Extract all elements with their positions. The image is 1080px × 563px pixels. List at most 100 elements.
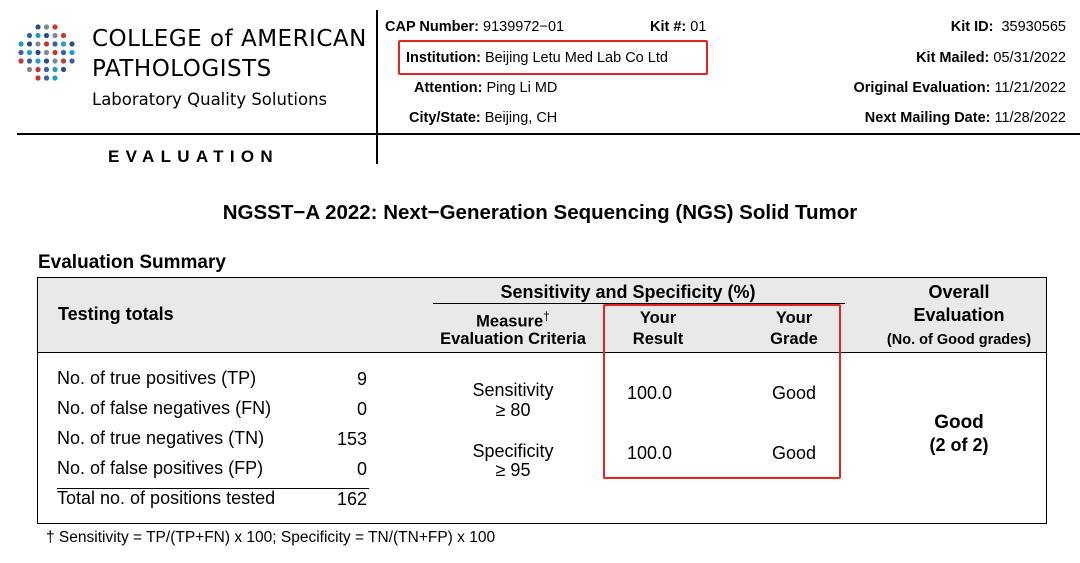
logo-dot xyxy=(26,66,33,73)
measure-name-sensitivity: Sensitivity xyxy=(472,380,554,400)
col-measure: Measure† xyxy=(430,309,596,332)
logo-dot xyxy=(35,75,41,81)
attention-value: Ping Li MD xyxy=(486,80,558,96)
logo-dot xyxy=(35,32,41,39)
logo-dot xyxy=(60,58,67,64)
grade-sensitivity: Good xyxy=(771,383,817,403)
col-testing-totals: Testing totals xyxy=(58,304,174,324)
logo-dot xyxy=(26,41,33,47)
logo-dot xyxy=(35,24,41,30)
total-value-tn: 153 xyxy=(336,429,367,449)
kit-number-value: 01 xyxy=(690,19,707,35)
total-value-fp: 0 xyxy=(356,459,367,479)
logo-dot xyxy=(60,41,67,47)
footnote: † Sensitivity = TP/(TP+FN) x 100; Specif… xyxy=(46,529,496,546)
logo-dot xyxy=(60,32,67,39)
col-measure-l1: Measure xyxy=(476,312,544,331)
logo-dot xyxy=(43,49,50,56)
total-value-tp: 9 xyxy=(356,369,367,389)
total-label-tn: No. of true negatives (TN) xyxy=(57,428,265,448)
col-result-l2: Result xyxy=(632,330,684,348)
col-grade-l2: Grade xyxy=(770,330,818,348)
result-sensitivity: 100.0 xyxy=(627,383,673,403)
grade-specificity: Good xyxy=(771,443,817,463)
table-header-rule xyxy=(38,352,1046,353)
summary-heading: Evaluation Summary xyxy=(38,252,226,273)
logo-tagline: Laboratory Quality Solutions xyxy=(92,90,328,109)
kit-id-row: Kit ID: 35930565 xyxy=(951,19,1066,35)
logo-dot xyxy=(35,66,41,73)
logo-dot xyxy=(26,49,33,56)
logo-dot xyxy=(43,66,50,73)
measure-criteria-sensitivity: ≥ 80 xyxy=(495,400,531,420)
logo-dot xyxy=(60,49,67,56)
col-measure-criteria: Evaluation Criteria xyxy=(440,330,586,348)
next-mailing-value: 11/28/2022 xyxy=(994,110,1067,126)
col-sens-spec: Sensitivity and Specificity (%) xyxy=(500,282,756,302)
logo-dot xyxy=(26,32,33,39)
col-grade-l1: Your xyxy=(775,309,813,327)
logo-dot xyxy=(43,24,50,30)
kit-id-value: 35930565 xyxy=(1001,19,1066,35)
col-result-l1: Your xyxy=(639,309,677,327)
attention-row: Attention: Ping Li MD xyxy=(414,80,557,96)
cap-number-value: 9139972−01 xyxy=(483,19,565,35)
logo-dot xyxy=(35,49,41,56)
total-value-positions: 162 xyxy=(336,489,367,509)
next-mailing-row: Next Mailing Date: 11/28/2022 xyxy=(865,110,1066,126)
logo-line-1: COLLEGE of AMERICAN xyxy=(92,26,367,52)
institution-label: Institution: xyxy=(406,50,481,66)
logo-dot xyxy=(52,32,58,39)
table-header-band xyxy=(38,278,1046,353)
kit-id-label: Kit ID: xyxy=(950,19,994,35)
total-value-fn: 0 xyxy=(356,399,367,419)
kit-number-row: Kit #: 01 xyxy=(650,19,706,35)
col-overall-l3: (No. of Good grades) xyxy=(886,332,1032,348)
attention-label: Attention: xyxy=(414,80,483,96)
logo-dot xyxy=(18,49,24,56)
cap-logo-dots-icon xyxy=(18,24,75,81)
totals-underline xyxy=(57,488,369,489)
logo-dot xyxy=(52,49,58,56)
total-label-fp: No. of false positives (FP) xyxy=(57,458,264,478)
total-label-tp: No. of true positives (TP) xyxy=(57,368,257,388)
institution-row: Institution: Beijing Letu Med Lab Co Ltd xyxy=(406,50,668,66)
total-label-positions: Total no. of positions tested xyxy=(57,488,276,508)
col-measure-dagger: † xyxy=(543,309,550,323)
summary-table xyxy=(37,277,1047,524)
cap-number-label: CAP Number: xyxy=(385,19,479,35)
logo-dot xyxy=(69,41,75,47)
logo-dot xyxy=(26,58,33,64)
measure-name-specificity: Specificity xyxy=(472,441,554,461)
logo-dot xyxy=(69,58,75,64)
logo-dot xyxy=(18,58,24,64)
col-overall-l1: Overall xyxy=(928,282,990,302)
section-label: EVALUATION xyxy=(108,147,279,166)
logo-dot xyxy=(43,32,50,39)
kit-mailed-label: Kit Mailed: xyxy=(916,50,990,66)
cap-number-row: CAP Number: 9139972−01 xyxy=(385,19,564,35)
city-label: City/State: xyxy=(409,110,481,126)
city-value: Beijing, CH xyxy=(484,110,558,126)
original-eval-label: Original Evaluation: xyxy=(853,80,991,96)
logo-dot xyxy=(43,75,50,81)
logo-dot xyxy=(60,66,67,73)
logo-dot xyxy=(52,24,58,30)
next-mailing-label: Next Mailing Date: xyxy=(864,110,991,126)
original-eval-row: Original Evaluation: 11/21/2022 xyxy=(854,80,1067,96)
logo-dot xyxy=(52,58,58,64)
logo-dot xyxy=(69,49,75,56)
logo-dot xyxy=(52,66,58,73)
header-divider xyxy=(17,133,1080,135)
header-vertical-divider xyxy=(376,10,378,164)
result-specificity: 100.0 xyxy=(627,443,673,463)
kit-number-label: Kit #: xyxy=(650,19,687,35)
measure-criteria-specificity: ≥ 95 xyxy=(495,460,531,480)
logo-dot xyxy=(35,41,41,47)
logo-line-2: PATHOLOGISTS xyxy=(92,56,272,82)
result-grade-highlight-box xyxy=(603,304,841,479)
kit-mailed-row: Kit Mailed: 05/31/2022 xyxy=(916,50,1066,66)
col-overall-l2: Evaluation xyxy=(913,305,1005,325)
kit-mailed-value: 05/31/2022 xyxy=(993,50,1066,66)
logo-dot xyxy=(43,41,50,47)
